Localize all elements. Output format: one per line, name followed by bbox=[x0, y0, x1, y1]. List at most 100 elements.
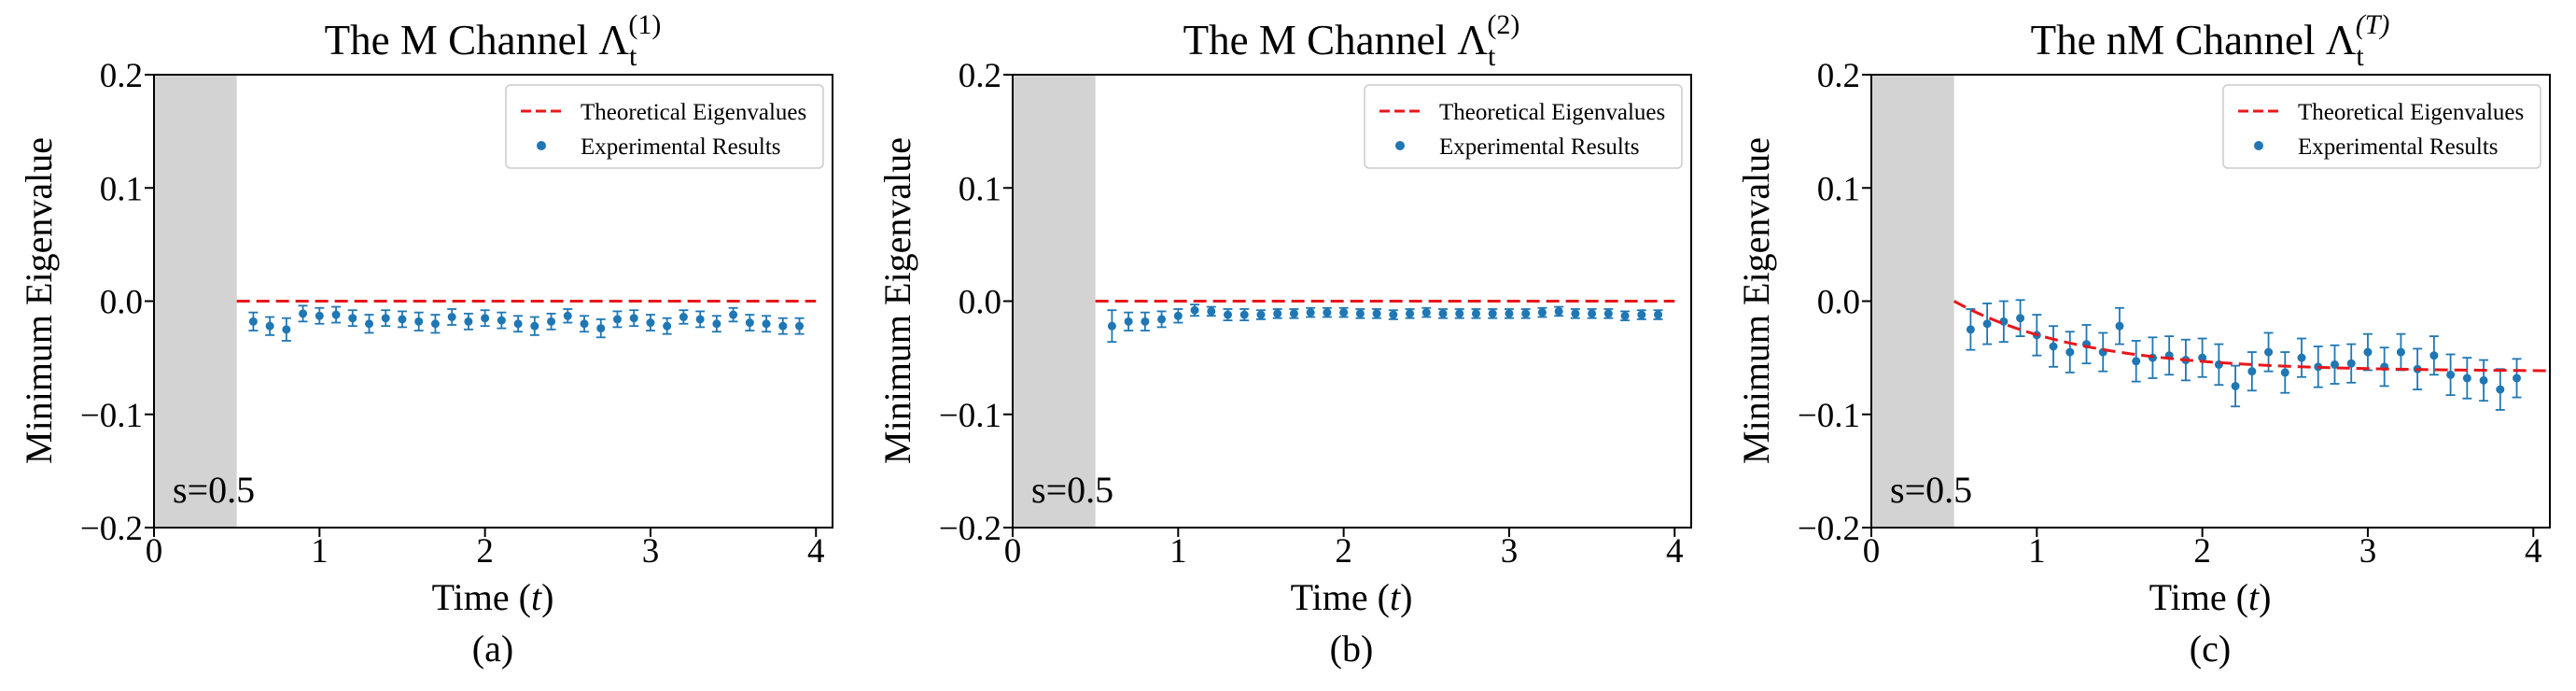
data-marker bbox=[381, 314, 390, 323]
data-marker bbox=[1190, 305, 1199, 315]
data-marker bbox=[1124, 317, 1133, 326]
data-point bbox=[447, 308, 457, 326]
xtick-label: 1 bbox=[1169, 532, 1187, 571]
legend: Theoretical Eigenvalues Experimental Res… bbox=[1364, 84, 1683, 169]
data-point bbox=[777, 317, 788, 335]
data-marker bbox=[2513, 374, 2522, 383]
data-point bbox=[2479, 359, 2489, 402]
data-marker bbox=[2016, 314, 2025, 323]
data-point bbox=[1322, 306, 1332, 318]
data-marker bbox=[282, 325, 291, 334]
data-marker bbox=[248, 317, 258, 326]
s-annotation: s=0.5 bbox=[1890, 469, 1972, 511]
data-marker bbox=[1438, 309, 1448, 318]
xtick-label: 1 bbox=[311, 532, 329, 571]
data-marker bbox=[464, 317, 473, 326]
data-marker bbox=[447, 312, 456, 321]
data-point bbox=[463, 312, 473, 331]
xtick-label: 0 bbox=[1863, 532, 1881, 571]
xtick-label: 2 bbox=[2193, 532, 2211, 571]
data-point bbox=[2065, 331, 2075, 374]
ytick-label: 0.0 bbox=[100, 284, 143, 322]
data-marker bbox=[1455, 309, 1464, 318]
data-marker bbox=[2462, 374, 2471, 383]
data-marker bbox=[629, 314, 638, 323]
legend-theory-label: Theoretical Eigenvalues bbox=[2298, 100, 2524, 125]
data-point bbox=[1173, 308, 1183, 324]
panel-b: 0.2 0.1 0.0 −0.1 −0.2 0 1 2 3 4 The M Ch… bbox=[876, 9, 1692, 670]
data-marker bbox=[1224, 310, 1233, 319]
data-marker bbox=[1406, 309, 1415, 318]
x-axis-label: Time (t) bbox=[1291, 576, 1413, 618]
data-marker bbox=[1554, 306, 1563, 316]
data-marker bbox=[2496, 385, 2505, 394]
data-point bbox=[662, 317, 672, 335]
legend: Theoretical Eigenvalues Experimental Res… bbox=[2222, 84, 2541, 169]
data-point bbox=[2197, 337, 2207, 378]
data-marker bbox=[2280, 368, 2289, 377]
data-point bbox=[1190, 303, 1200, 317]
data-point bbox=[1471, 308, 1481, 319]
data-marker bbox=[299, 309, 308, 318]
data-marker bbox=[2346, 359, 2356, 368]
ytick-label: 0.2 bbox=[959, 57, 1001, 95]
data-point bbox=[711, 315, 721, 333]
data-marker bbox=[1107, 321, 1116, 331]
data-marker bbox=[1323, 308, 1332, 317]
data-point bbox=[2131, 340, 2141, 383]
data-point bbox=[1405, 308, 1415, 319]
data-point bbox=[1239, 308, 1250, 322]
data-point bbox=[1587, 308, 1597, 319]
data-marker bbox=[530, 321, 539, 331]
data-marker bbox=[414, 317, 424, 326]
data-marker bbox=[729, 310, 738, 319]
xtick-label: 0 bbox=[146, 532, 163, 571]
data-point bbox=[2098, 331, 2108, 373]
data-marker bbox=[1157, 315, 1167, 324]
legend-experiment-swatch bbox=[1395, 141, 1405, 150]
data-point bbox=[745, 314, 755, 331]
data-point bbox=[1603, 308, 1614, 319]
xtick-label: 0 bbox=[1004, 532, 1022, 571]
legend-box bbox=[505, 84, 824, 169]
data-marker bbox=[1654, 310, 1663, 319]
data-marker bbox=[563, 311, 572, 320]
data-point bbox=[1372, 308, 1382, 319]
data-point bbox=[347, 309, 357, 328]
data-point bbox=[413, 311, 424, 331]
data-marker bbox=[2396, 347, 2405, 357]
data-marker bbox=[1999, 317, 2009, 326]
data-point bbox=[248, 311, 259, 331]
y-axis-label: Minimum Eigenvalue bbox=[18, 137, 60, 464]
data-point bbox=[1272, 308, 1282, 319]
data-point bbox=[331, 305, 342, 324]
data-point bbox=[1554, 305, 1564, 317]
plot-frame bbox=[1012, 74, 1692, 529]
data-marker bbox=[547, 317, 556, 326]
panel-label: (b) bbox=[1330, 628, 1374, 670]
data-marker bbox=[1173, 311, 1183, 320]
data-marker bbox=[398, 315, 407, 324]
ytick-label: −0.2 bbox=[1798, 510, 1860, 548]
data-point bbox=[2362, 332, 2373, 372]
data-marker bbox=[580, 319, 589, 329]
y-axis-label: Minimum Eigenvalue bbox=[876, 137, 918, 464]
ytick-label: −0.1 bbox=[80, 397, 143, 435]
data-marker bbox=[1421, 308, 1431, 317]
shaded-region bbox=[154, 75, 237, 528]
ytick-label: 0.1 bbox=[1817, 170, 1860, 208]
xtick-label: 4 bbox=[807, 532, 825, 571]
data-point bbox=[480, 309, 490, 328]
data-point bbox=[1982, 303, 1993, 346]
data-point bbox=[728, 306, 738, 323]
data-marker bbox=[695, 315, 705, 324]
data-marker bbox=[265, 321, 274, 331]
legend-experiment-label: Experimental Results bbox=[1439, 134, 1640, 160]
data-point bbox=[1140, 311, 1150, 331]
data-marker bbox=[481, 314, 490, 323]
data-marker bbox=[2297, 353, 2306, 362]
data-point bbox=[2214, 343, 2224, 387]
data-marker bbox=[2115, 321, 2124, 331]
data-point bbox=[1223, 308, 1233, 322]
xtick-label: 4 bbox=[1666, 532, 1684, 571]
